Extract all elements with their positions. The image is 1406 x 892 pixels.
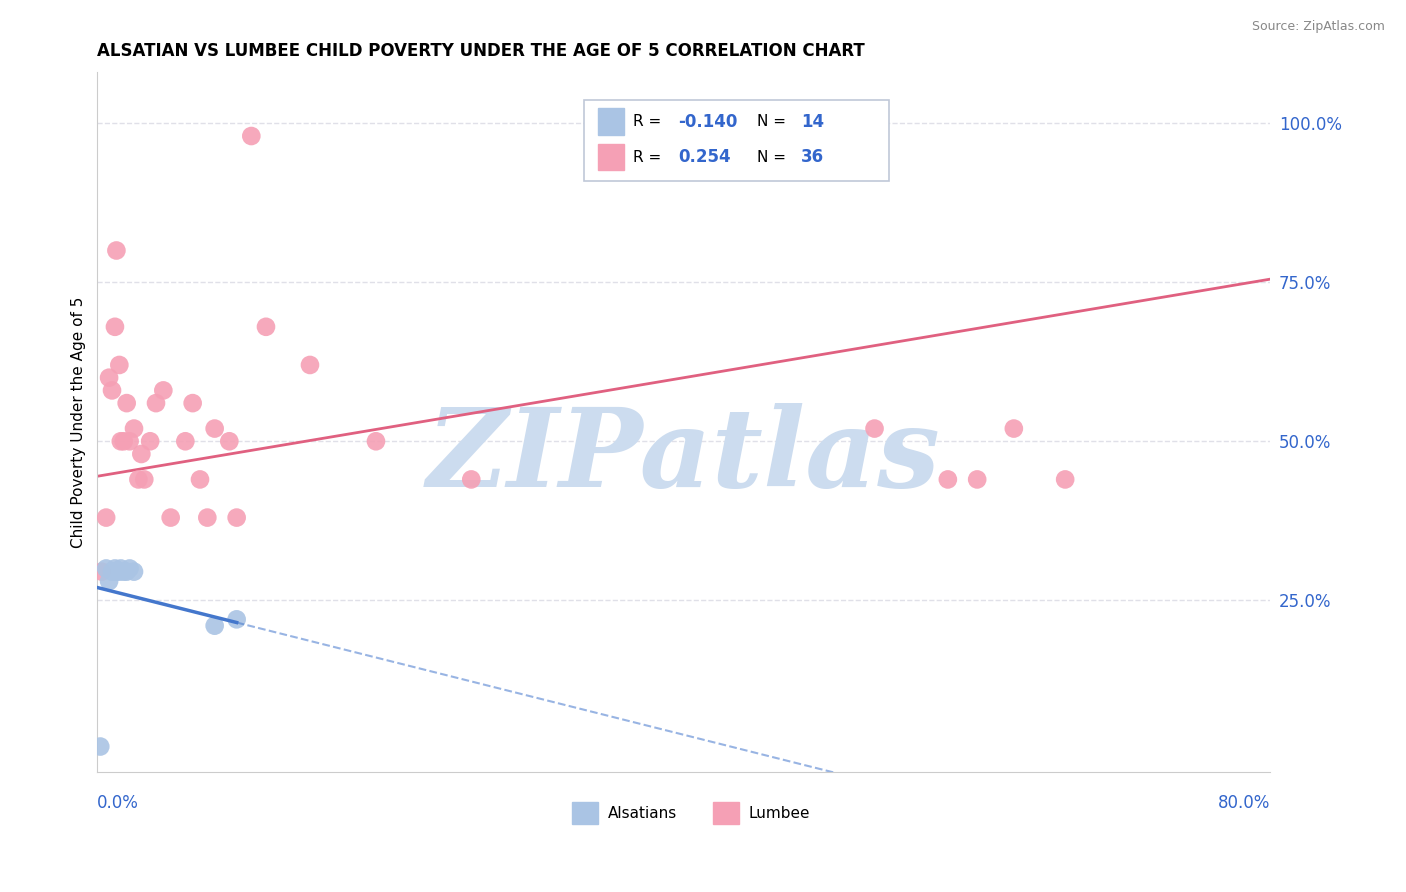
Point [188, 472, 211, 486]
Point [110, 434, 132, 449]
Point [89, 739, 111, 754]
Point [98, 370, 121, 384]
Text: ZIPatlas: ZIPatlas [427, 403, 941, 511]
Point [108, 565, 131, 579]
Point [131, 447, 153, 461]
Text: 14: 14 [801, 112, 824, 131]
Text: R =: R = [634, 150, 666, 165]
Point [94, 561, 117, 575]
Point [936, 472, 959, 486]
Point [863, 421, 886, 435]
Point [115, 396, 138, 410]
Text: 80.0%: 80.0% [1218, 794, 1271, 813]
Point [204, 618, 226, 632]
Point [118, 434, 141, 449]
Text: 0.0%: 0.0% [97, 794, 139, 813]
Text: N =: N = [756, 114, 790, 129]
Point [364, 434, 387, 449]
Point [112, 434, 135, 449]
FancyBboxPatch shape [583, 101, 889, 181]
Point [1054, 472, 1077, 486]
Point [195, 510, 218, 524]
Point [159, 510, 181, 524]
Point [101, 384, 124, 398]
Point [105, 244, 128, 258]
Point [101, 565, 124, 579]
Point [94, 510, 117, 524]
Point [1002, 421, 1025, 435]
Point [298, 358, 321, 372]
Point [112, 565, 135, 579]
Text: -0.140: -0.140 [678, 112, 737, 131]
Bar [572, 802, 599, 824]
Point [122, 421, 145, 435]
Text: Alsatians: Alsatians [607, 805, 676, 821]
Point [110, 561, 132, 575]
Text: ALSATIAN VS LUMBEE CHILD POVERTY UNDER THE AGE OF 5 CORRELATION CHART: ALSATIAN VS LUMBEE CHILD POVERTY UNDER T… [97, 42, 865, 60]
Text: N =: N = [756, 150, 790, 165]
Point [134, 472, 156, 486]
Point [254, 319, 277, 334]
Point [174, 434, 197, 449]
Point [104, 319, 127, 334]
Text: 36: 36 [801, 148, 824, 166]
Point [966, 472, 988, 486]
Bar [599, 109, 624, 135]
Point [127, 472, 149, 486]
Point [460, 472, 482, 486]
Bar [599, 144, 624, 170]
Point [104, 561, 127, 575]
Point [122, 565, 145, 579]
Point [145, 396, 167, 410]
Text: R =: R = [634, 114, 666, 129]
Point [90, 565, 112, 579]
Point [105, 565, 128, 579]
Point [115, 565, 138, 579]
Point [108, 358, 131, 372]
Point [118, 561, 141, 575]
Point [225, 612, 247, 626]
Text: Source: ZipAtlas.com: Source: ZipAtlas.com [1251, 20, 1385, 33]
Point [240, 128, 263, 143]
Y-axis label: Child Poverty Under the Age of 5: Child Poverty Under the Age of 5 [72, 296, 86, 548]
Point [152, 384, 174, 398]
Point [204, 421, 226, 435]
Text: Lumbee: Lumbee [748, 805, 810, 821]
Point [225, 510, 247, 524]
Point [181, 396, 204, 410]
Point [218, 434, 240, 449]
Point [98, 574, 121, 589]
Point [139, 434, 162, 449]
Bar [713, 802, 740, 824]
Text: 0.254: 0.254 [678, 148, 731, 166]
